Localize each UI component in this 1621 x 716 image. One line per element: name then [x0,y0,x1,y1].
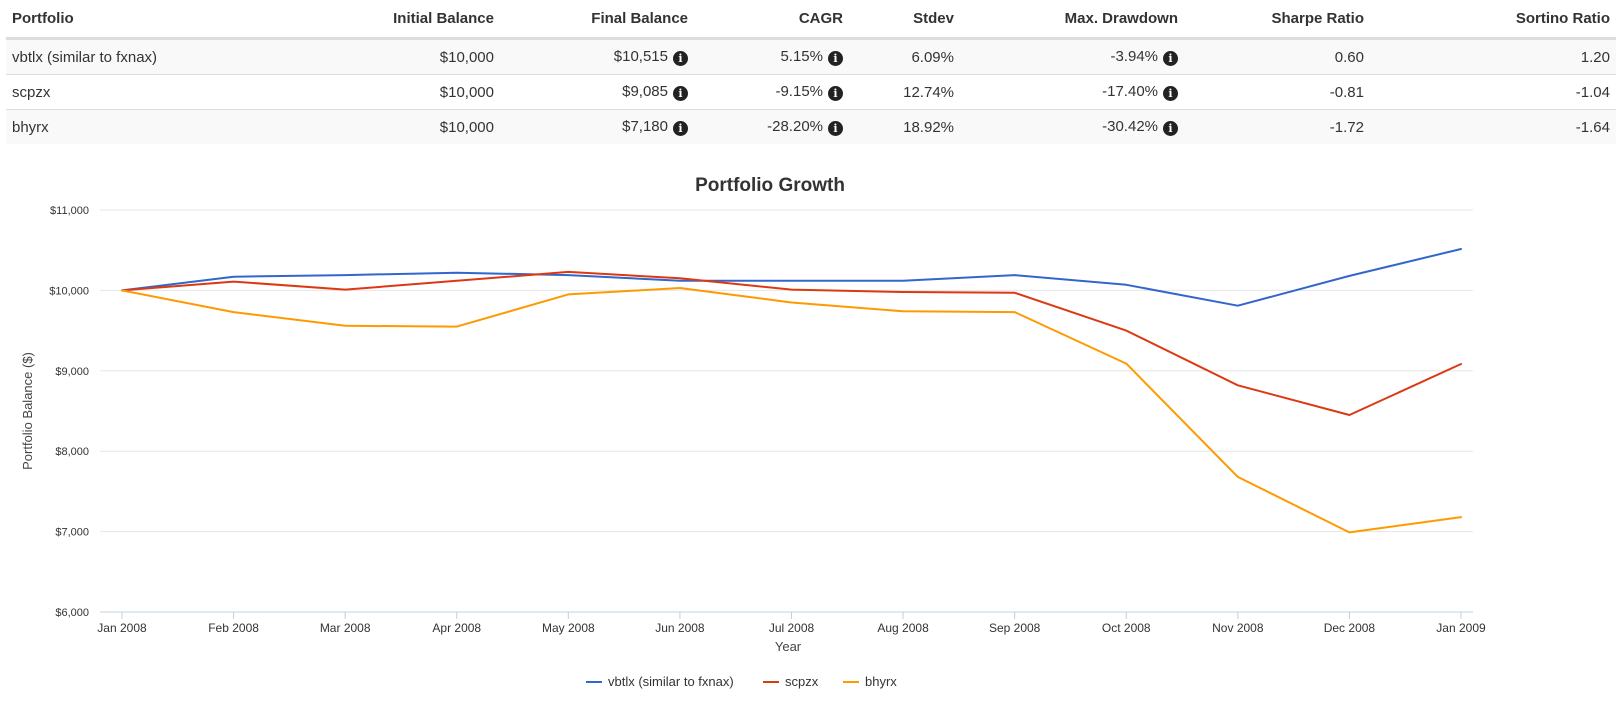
x-tick-label: Jan 2009 [1436,621,1486,635]
cell-cagr: 5.15% i [694,38,849,75]
table-row: scpzx $10,000 $9,085 i -9.15% i 12.74% -17… [6,74,1616,110]
cell-portfolio: vbtlx (similar to fxnax) [6,38,318,75]
info-icon[interactable]: i [828,86,843,101]
final-balance-value: $9,085 [622,83,668,100]
x-tick-label: Nov 2008 [1212,621,1264,635]
header-final-balance[interactable]: Final Balance [500,0,694,40]
chart-title: Portfolio Growth [695,175,845,196]
cell-stdev: 18.92% [849,109,960,144]
x-tick-label: Jan 2008 [97,621,147,635]
cell-sharpe-ratio: -1.72 [1184,109,1370,144]
cell-initial-balance: $10,000 [318,109,500,144]
series-line-vbtlx[interactable] [121,248,1462,307]
legend-item[interactable]: bhyrx [865,674,897,689]
y-tick-label: $11,000 [50,205,89,217]
header-initial-balance[interactable]: Initial Balance [318,0,500,40]
info-icon[interactable]: i [828,51,843,66]
y-tick-label: $9,000 [55,366,89,378]
cell-max-drawdown: -30.42% i [960,109,1184,144]
header-sharpe-ratio[interactable]: Sharpe Ratio [1184,0,1370,40]
x-tick-label: Dec 2008 [1324,621,1376,635]
info-icon[interactable]: i [828,121,843,136]
table-row: vbtlx (similar to fxnax) $10,000 $10,515… [6,38,1616,75]
series-line-bhyrx[interactable] [121,287,1462,534]
cell-max-drawdown: -17.40% i [960,74,1184,110]
portfolio-summary-table: Portfolio Initial Balance Final Balance … [6,0,1616,144]
final-balance-value: $7,180 [622,118,668,135]
legend-item[interactable]: scpzx [785,674,819,689]
header-sortino-ratio[interactable]: Sortino Ratio [1370,0,1616,40]
x-axis-title: Year [775,639,802,654]
cell-sortino-ratio: 1.20 [1370,38,1616,75]
y-tick-label: $6,000 [55,607,89,619]
header-portfolio[interactable]: Portfolio [6,0,318,40]
cagr-value: -9.15% [775,83,823,100]
max-drawdown-value: -3.94% [1110,48,1158,65]
header-cagr[interactable]: CAGR [694,0,849,40]
cell-stdev: 12.74% [849,74,960,110]
info-icon[interactable]: i [1163,51,1178,66]
x-tick-label: Oct 2008 [1102,621,1151,635]
max-drawdown-value: -17.40% [1102,83,1158,100]
table-header-row: Portfolio Initial Balance Final Balance … [6,0,1616,40]
header-max-drawdown[interactable]: Max. Drawdown [960,0,1184,40]
info-icon[interactable]: i [1163,86,1178,101]
cell-stdev: 6.09% [849,38,960,75]
y-tick-label: $7,000 [55,527,89,539]
header-stdev[interactable]: Stdev [849,0,960,40]
cell-portfolio: bhyrx [6,109,318,144]
max-drawdown-value: -30.42% [1102,118,1158,135]
info-icon[interactable]: i [673,86,688,101]
y-axis-title: Portfolio Balance ($) [20,352,35,470]
info-icon[interactable]: i [1163,121,1178,136]
y-tick-label: $10,000 [49,285,89,297]
x-tick-label: Aug 2008 [877,621,929,635]
x-tick-label: Sep 2008 [989,621,1041,635]
cell-initial-balance: $10,000 [318,74,500,110]
info-icon[interactable]: i [673,121,688,136]
cell-cagr: -28.20% i [694,109,849,144]
cell-sortino-ratio: -1.04 [1370,74,1616,110]
cell-final-balance: $10,515 i [500,38,694,75]
x-tick-label: Mar 2008 [320,621,371,635]
x-tick-label: Feb 2008 [208,621,259,635]
cagr-value: 5.15% [780,48,823,65]
legend-item[interactable]: vbtlx (similar to fxnax) [608,674,734,689]
x-tick-label: Jun 2008 [655,621,705,635]
x-tick-label: Jul 2008 [769,621,815,635]
x-tick-label: May 2008 [542,621,595,635]
final-balance-value: $10,515 [613,48,668,65]
cell-sortino-ratio: -1.64 [1370,109,1616,144]
info-icon[interactable]: i [673,51,688,66]
cell-max-drawdown: -3.94% i [960,38,1184,75]
cell-portfolio: scpzx [6,74,318,110]
cagr-value: -28.20% [767,118,823,135]
series-line-scpzx[interactable] [121,270,1462,416]
table-row: bhyrx $10,000 $7,180 i -28.20% i 18.92% -3… [6,109,1616,144]
cell-sharpe-ratio: -0.81 [1184,74,1370,110]
cell-sharpe-ratio: 0.60 [1184,38,1370,75]
x-tick-label: Apr 2008 [432,621,481,635]
cell-cagr: -9.15% i [694,74,849,110]
y-tick-label: $8,000 [55,446,89,458]
cell-initial-balance: $10,000 [318,38,500,75]
cell-final-balance: $9,085 i [500,74,694,110]
cell-final-balance: $7,180 i [500,109,694,144]
